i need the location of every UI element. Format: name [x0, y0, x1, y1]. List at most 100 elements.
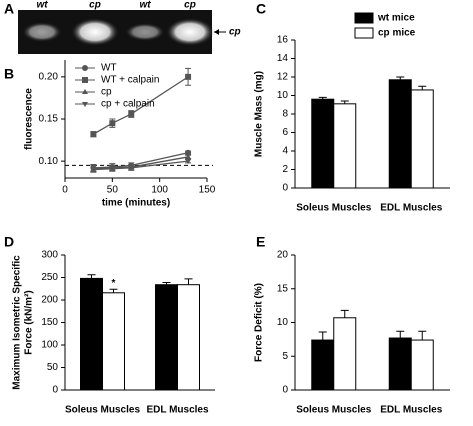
legend-swatch — [354, 12, 374, 24]
bar — [155, 284, 178, 391]
y-tick-label: 0.15 — [39, 114, 59, 125]
error-bar — [396, 330, 405, 339]
x-tick-label: Soleus Muscles — [296, 405, 371, 416]
lane-label: wt — [36, 0, 48, 11]
y-tick-label: 5 — [282, 351, 288, 362]
y-axis-label: fluorescence — [24, 88, 35, 150]
marker — [185, 73, 192, 80]
y-tick-label: 150 — [41, 317, 58, 328]
legend-label: cp + calpain — [101, 99, 155, 110]
bar — [388, 79, 412, 189]
marker — [109, 166, 116, 172]
panel-letter: C — [256, 1, 266, 17]
error-bar — [184, 278, 193, 285]
series-line — [93, 156, 189, 170]
marker — [185, 149, 192, 156]
y-axis-label: Muscle Mass (mg) — [254, 71, 265, 157]
x-tick-label: Soleus Muscles — [65, 405, 140, 416]
legend-label: cp mice — [378, 28, 416, 39]
y-axis-label: Maximum Isometric Specific — [12, 255, 23, 390]
y-tick-label: 100 — [41, 340, 58, 351]
lane-label: cp — [184, 0, 196, 11]
y-tick-label: 300 — [41, 250, 58, 261]
y-tick-label: 0 — [52, 385, 58, 396]
y-tick-label: 14 — [277, 53, 289, 64]
y-tick-label: 16 — [277, 35, 289, 46]
y-axis-label: Force Deficit (%) — [254, 283, 265, 362]
error-bar — [109, 288, 118, 293]
marker — [82, 102, 88, 107]
lane-label: wt — [139, 0, 151, 11]
y-tick-label: 50 — [47, 362, 59, 373]
bar — [102, 292, 125, 391]
marker — [82, 89, 88, 94]
legend-label: wt mice — [377, 13, 415, 24]
marker — [185, 153, 192, 159]
x-tick-label: EDL Muscles — [380, 203, 442, 214]
y-tick-label: 250 — [41, 272, 58, 283]
panel-letter: E — [256, 234, 265, 250]
bar — [311, 339, 335, 391]
y-tick-label: 12 — [277, 72, 289, 83]
series-line — [93, 152, 189, 169]
gel-band — [125, 23, 165, 41]
marker — [82, 65, 88, 71]
error-bar — [340, 309, 349, 318]
bar — [410, 89, 434, 189]
gel-band — [166, 18, 214, 46]
marker — [128, 165, 135, 171]
y-tick-label: 2 — [282, 164, 288, 175]
marker — [90, 131, 97, 138]
bar — [388, 337, 412, 391]
error-bar — [418, 330, 427, 341]
x-tick-label: 100 — [151, 185, 168, 196]
marker — [109, 120, 116, 127]
bar — [80, 277, 103, 391]
significance-mark: * — [112, 278, 116, 289]
x-tick-label: 0 — [62, 185, 68, 196]
gel-band — [71, 18, 119, 46]
legend-label: cp — [101, 87, 112, 98]
gel-band — [22, 22, 62, 42]
x-tick-label: 50 — [107, 185, 119, 196]
y-axis-label: Force (kN/m²) — [24, 290, 35, 354]
bar — [333, 103, 357, 189]
y-tick-label: 0.20 — [39, 71, 59, 82]
y-tick-label: 0 — [282, 385, 288, 396]
y-tick-label: 20 — [277, 250, 289, 261]
series-line — [93, 76, 189, 135]
y-tick-label: 8 — [282, 109, 288, 120]
error-bar — [318, 331, 327, 341]
y-tick-label: 0 — [282, 183, 288, 194]
marker — [185, 159, 192, 165]
marker — [90, 167, 97, 173]
legend-label: WT + calpain — [101, 75, 159, 86]
y-tick-label: 200 — [41, 295, 58, 306]
x-axis-label: time (minutes) — [102, 198, 170, 209]
marker — [128, 110, 135, 117]
bar — [333, 317, 357, 391]
x-tick-label: EDL Muscles — [380, 405, 442, 416]
series-line — [93, 160, 189, 171]
bar — [177, 284, 200, 391]
error-bar — [87, 274, 96, 279]
band-arrow-head — [214, 29, 219, 35]
x-tick-label: Soleus Muscles — [296, 203, 371, 214]
panel-letter: A — [4, 1, 14, 17]
bar — [311, 98, 335, 189]
panel-letter: B — [4, 66, 14, 82]
y-tick-label: 10 — [277, 317, 289, 328]
x-tick-label: EDL Muscles — [146, 405, 208, 416]
x-tick-label: 150 — [199, 185, 216, 196]
legend-swatch — [354, 27, 374, 39]
bar — [410, 339, 434, 391]
y-tick-label: 4 — [282, 146, 288, 157]
band-label: cp — [229, 27, 241, 38]
y-tick-label: 6 — [282, 127, 288, 138]
panel-letter: D — [4, 234, 14, 250]
y-tick-label: 10 — [277, 90, 289, 101]
legend-label: WT — [101, 63, 117, 74]
error-bar — [418, 85, 427, 90]
y-tick-label: 15 — [277, 283, 289, 294]
